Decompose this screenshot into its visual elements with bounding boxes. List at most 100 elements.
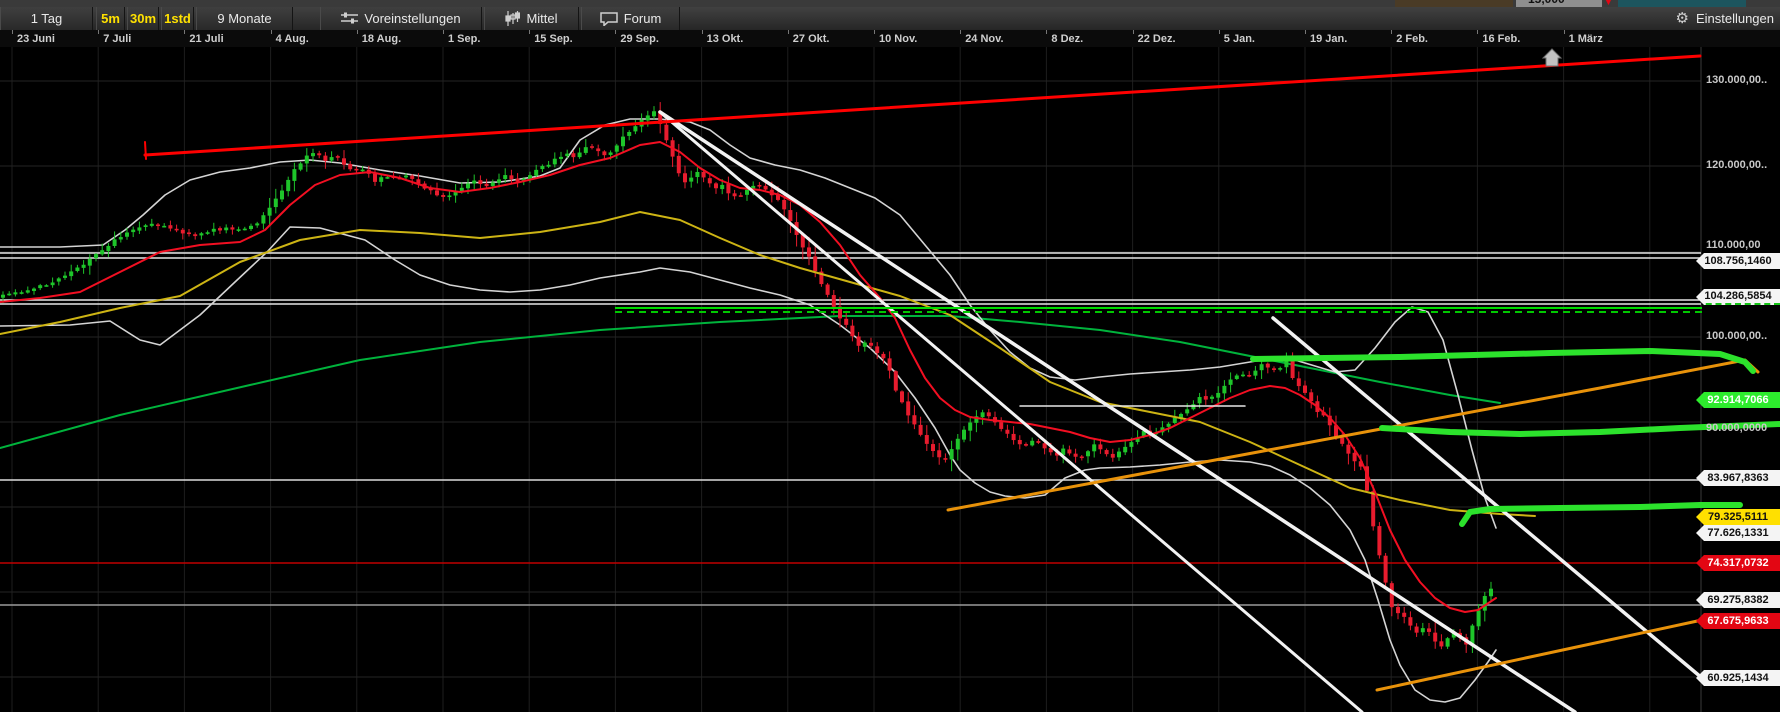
date-tick <box>1563 30 1565 34</box>
candle-body <box>565 153 570 157</box>
candle-body <box>831 295 836 307</box>
candle-body <box>317 153 322 156</box>
candle-body <box>844 318 849 325</box>
candle-body <box>800 234 805 248</box>
candle-body <box>1371 491 1376 527</box>
candle-body <box>199 233 204 236</box>
candlestick-chart-canvas[interactable] <box>0 47 1780 712</box>
candle-body <box>218 228 222 231</box>
indicator-candles-icon <box>505 11 521 26</box>
toolbar-button-voreinstellungen[interactable]: Voreinstellungen <box>320 7 482 30</box>
candle-body <box>1365 466 1369 491</box>
candle-body <box>453 190 458 196</box>
candle-body <box>1216 392 1221 398</box>
candle-body <box>404 175 408 178</box>
toolbar-button-interval-30m[interactable]: 30m <box>127 7 159 30</box>
candle-body <box>1241 374 1245 377</box>
candle-body <box>466 183 470 189</box>
candle-body <box>521 178 526 182</box>
date-axis[interactable]: 23 Juni 7 Juli 21 Juli 4 Aug. 18 Aug. 1 Sep. 1… <box>0 30 1780 48</box>
candle-body <box>943 458 948 460</box>
candle-body <box>652 111 656 117</box>
toolbar-button-range-9monate[interactable]: 9 Monate <box>196 7 293 30</box>
candle-body <box>906 401 911 416</box>
candle-body <box>1470 625 1475 645</box>
candle-body <box>590 146 594 148</box>
settings-button[interactable]: ⚙ Einstellungen <box>1675 7 1774 30</box>
date-tick <box>98 30 100 34</box>
toolbar-button-mittel[interactable]: Mittel <box>484 7 579 30</box>
candle-body <box>1017 439 1022 445</box>
candle-body <box>1377 526 1382 556</box>
quantity-value: 15,000 <box>1528 0 1565 6</box>
candle-body <box>881 353 886 359</box>
date-tick <box>615 30 617 34</box>
candle-body <box>689 177 694 182</box>
candle-body <box>193 234 198 237</box>
price-badge-white: 83.967,8363 <box>1696 470 1780 486</box>
date-tick <box>787 30 789 34</box>
date-tick <box>184 30 186 34</box>
candle-body <box>745 189 749 195</box>
price-badge-white: 77.626,1331 <box>1696 525 1780 541</box>
candle-body <box>273 198 278 208</box>
candle-body <box>267 207 272 216</box>
candle-body <box>162 225 167 228</box>
candle-body <box>1042 443 1047 449</box>
date-tick <box>1477 30 1479 34</box>
candle-body <box>25 290 30 293</box>
date-label: 19 Jan. <box>1310 33 1348 45</box>
date-tick <box>356 30 358 34</box>
candle-body <box>1482 596 1487 611</box>
candle-body <box>577 152 582 158</box>
price-gridline-label: 110.000,00 <box>1706 239 1761 251</box>
candle-body <box>813 256 818 272</box>
candle-body <box>633 126 638 132</box>
date-tick <box>529 30 531 34</box>
toolbar-button-interval-5m[interactable]: 5m <box>96 7 125 30</box>
price-axis[interactable]: 130.000,00.. 120.000,00.. 110.000,00 100.00… <box>1696 47 1780 712</box>
date-label: 18 Aug. <box>361 33 402 45</box>
candle-body <box>156 224 160 227</box>
date-tick <box>12 30 13 34</box>
quantity-field[interactable] <box>1516 0 1602 7</box>
candle-body <box>143 225 148 228</box>
candle-body <box>236 229 241 231</box>
candle-body <box>87 258 92 266</box>
candle-body <box>205 232 210 234</box>
candle-body <box>1210 396 1214 399</box>
candle-body <box>304 155 309 164</box>
price-gridline-label: 130.000,00.. <box>1706 74 1768 86</box>
toolbar-button-label: 5m <box>101 11 120 26</box>
sliders-icon <box>341 12 359 25</box>
candle-body <box>763 185 768 190</box>
candle-body <box>720 184 725 190</box>
candle-body <box>311 153 315 157</box>
candle-body <box>180 229 185 234</box>
candle-body <box>1396 607 1400 614</box>
candle-body <box>546 164 551 167</box>
price-badge-red: 67.675,9633 <box>1696 613 1780 629</box>
candle-body <box>286 179 291 192</box>
toolbar-button-forum[interactable]: Forum <box>581 7 680 30</box>
date-label: 10 Nov. <box>879 33 918 45</box>
green-resistance-band-c <box>1459 502 1743 527</box>
toolbar-button-interval-1tag[interactable]: 1 Tag <box>0 7 93 30</box>
candle-body <box>385 177 390 179</box>
candle-body <box>968 422 973 431</box>
date-label: 4 Aug. <box>275 33 309 45</box>
candle-body <box>63 275 67 278</box>
date-tick <box>1391 30 1393 34</box>
chart-area[interactable] <box>0 47 1780 712</box>
candle-body <box>416 179 421 184</box>
candle-body <box>980 412 985 418</box>
candle-body <box>1055 452 1059 456</box>
candle-body <box>1290 359 1295 379</box>
candle-body <box>1179 414 1183 418</box>
white-trendline-lower <box>1271 316 1704 680</box>
price-gridline-label: 120.000,00.. <box>1706 159 1768 171</box>
candle-body <box>1135 437 1140 442</box>
toolbar-button-interval-1std[interactable]: 1std <box>161 7 194 30</box>
candle-body <box>1420 628 1425 633</box>
drawing-handle-marker[interactable] <box>1541 48 1563 67</box>
